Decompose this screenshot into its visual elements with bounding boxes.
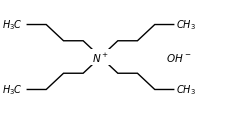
Text: $N^+$: $N^+$ [92,51,109,64]
Text: $CH_3$: $CH_3$ [176,19,195,32]
Text: $OH^-$: $OH^-$ [166,52,192,63]
Text: $H_3C$: $H_3C$ [2,19,23,32]
Text: $H_3C$: $H_3C$ [2,83,23,96]
Text: $CH_3$: $CH_3$ [176,83,195,96]
